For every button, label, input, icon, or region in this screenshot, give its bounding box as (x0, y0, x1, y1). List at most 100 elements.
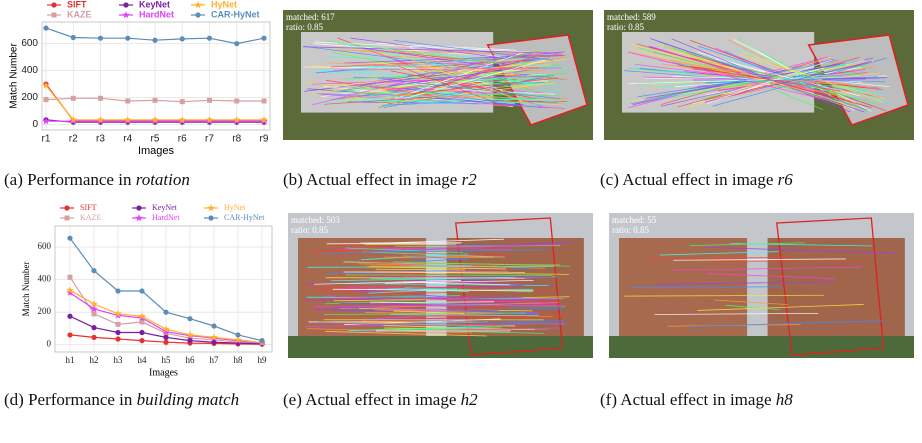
caption-emph: h8 (776, 390, 793, 409)
chart: 0200400600r1r2r3r4r5r6r7r8r9ImagesMatch … (9, 0, 270, 157)
figure: matched: 617ratio: 0.85matched: 589ratio… (0, 0, 922, 443)
point (194, 1, 202, 8)
point (207, 98, 212, 103)
point (207, 204, 215, 211)
caption: (f) Actual effect in image h8 (600, 389, 920, 410)
point (115, 330, 120, 335)
point (44, 97, 49, 102)
x-tick-label: h8 (234, 355, 244, 365)
y-axis-label: Match Number (21, 262, 31, 317)
point (135, 214, 143, 221)
point (115, 288, 120, 293)
x-tick-label: r8 (232, 134, 241, 145)
point (235, 332, 240, 337)
x-tick-label: r7 (205, 134, 214, 145)
x-tick-label: h5 (162, 355, 172, 365)
caption-emph: h2 (461, 390, 478, 409)
caption-text: Actual effect in image (306, 170, 457, 189)
point (234, 98, 239, 103)
point (51, 2, 56, 7)
point (91, 325, 96, 330)
x-tick-label: r5 (151, 134, 160, 145)
point (43, 25, 48, 30)
point (67, 314, 72, 319)
legend-label: HyNet (211, 0, 237, 9)
x-tick-label: r4 (123, 134, 132, 145)
point (71, 96, 76, 101)
photo-trees (288, 336, 593, 358)
x-tick-label: h1 (66, 355, 75, 365)
x-axis-label: Images (138, 145, 175, 157)
y-tick-label: 200 (21, 92, 38, 103)
point (116, 322, 121, 327)
photo: matched: 589ratio: 0.85 (604, 10, 914, 140)
point (163, 335, 168, 340)
point (98, 96, 103, 101)
caption-emph: building match (137, 390, 239, 409)
y-tick-label: 0 (47, 339, 52, 349)
point (259, 338, 264, 343)
point (91, 268, 96, 273)
figure-graphics: matched: 617ratio: 0.85matched: 589ratio… (0, 0, 922, 443)
legend-label: KeyNet (152, 203, 178, 212)
point (261, 36, 266, 41)
photo-trees (609, 336, 914, 358)
point (207, 36, 212, 41)
caption-label: (e) (283, 390, 302, 409)
legend-label: KeyNet (139, 0, 170, 9)
legend-label: SIFT (67, 0, 87, 9)
point (122, 11, 130, 18)
point (163, 340, 168, 345)
point (180, 99, 185, 104)
legend-label: CAR-HyNet (211, 9, 260, 19)
x-tick-label: h2 (90, 355, 99, 365)
matched-label: matched: 589 (607, 12, 656, 22)
legend-label: HardNet (152, 213, 180, 222)
point (125, 98, 130, 103)
point (67, 236, 72, 241)
point (180, 36, 185, 41)
point (92, 311, 97, 316)
caption-label: (a) (4, 170, 23, 189)
point (67, 332, 72, 337)
legend-label: CAR-HyNet (224, 213, 265, 222)
caption-text: Actual effect in image (620, 390, 771, 409)
photo-building (768, 238, 905, 348)
y-tick-label: 400 (38, 274, 52, 284)
ratio-label: ratio: 0.85 (612, 225, 649, 235)
point (208, 215, 213, 220)
x-tick-label: r3 (96, 134, 105, 145)
caption-text: Performance in (27, 170, 131, 189)
point (152, 38, 157, 43)
legend-label: HardNet (139, 9, 174, 19)
caption-text: Actual effect in image (622, 170, 773, 189)
y-tick-label: 200 (38, 306, 52, 316)
caption: (e) Actual effect in image h2 (283, 389, 598, 410)
x-tick-label: r1 (42, 134, 51, 145)
point (139, 330, 144, 335)
point (125, 36, 130, 41)
x-tick-label: h7 (210, 355, 220, 365)
photo: matched: 503ratio: 0.85 (288, 213, 593, 358)
point (153, 98, 158, 103)
matched-label: matched: 55 (612, 215, 657, 225)
point (71, 35, 76, 40)
point (187, 316, 192, 321)
point (187, 338, 192, 343)
legend-label: KAZE (67, 9, 92, 19)
caption-label: (f) (600, 390, 617, 409)
point (64, 205, 69, 210)
point (98, 36, 103, 41)
point (136, 205, 141, 210)
point (195, 12, 200, 17)
caption-label: (d) (4, 390, 24, 409)
caption-emph: r6 (778, 170, 793, 189)
x-tick-label: h4 (138, 355, 148, 365)
caption: (a) Performance in rotation (4, 169, 280, 190)
x-axis-label: Images (149, 367, 178, 378)
y-tick-label: 600 (21, 38, 38, 49)
caption-emph: rotation (136, 170, 190, 189)
legend-label: SIFT (80, 203, 97, 212)
y-tick-label: 0 (32, 119, 38, 130)
point (234, 41, 239, 46)
